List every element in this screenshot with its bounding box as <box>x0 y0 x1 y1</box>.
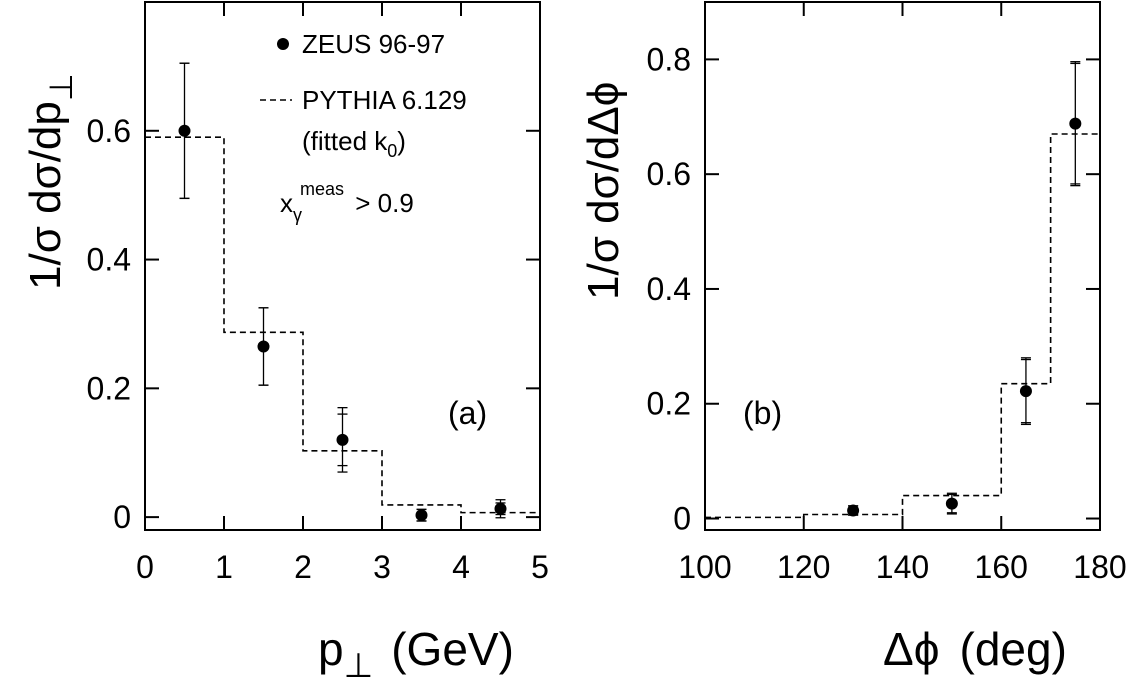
cut-x: x <box>280 188 293 218</box>
panel-a-ytick-label: 0.4 <box>87 242 131 278</box>
panel-a-xtick-label: 1 <box>215 549 233 585</box>
cut-annotation: xγ meas > 0.9 <box>280 179 414 225</box>
panel-a-xlabel-sub: ⊥ <box>344 647 374 677</box>
panel-a-data-point <box>336 433 349 446</box>
panel-a-ytick-label: 0.6 <box>87 113 131 149</box>
panel-a-ytick-label: 0.2 <box>87 370 131 406</box>
panel-b: 100 120 140 160 180 0 0.2 0.4 0.6 0.8 <box>647 2 1127 585</box>
cut-sup: meas <box>300 179 344 199</box>
panel-b-xlabel: Δϕ (deg) <box>883 623 1067 675</box>
panel-b-ytick-label: 0.2 <box>647 386 691 422</box>
panel-b-ytick-label: 0.6 <box>647 156 691 192</box>
legend-label-zeus: ZEUS 96-97 <box>302 29 445 59</box>
panel-a-xtick-label: 5 <box>531 549 549 585</box>
panel-b-data-point <box>945 497 958 510</box>
panel-a-xtick-label: 3 <box>373 549 391 585</box>
panel-b-pythia-step <box>705 133 1100 519</box>
cut-value: > 0.9 <box>348 188 414 218</box>
panel-b-data-point <box>847 504 860 517</box>
panel-a-ylabel-main: 1/σ dσ/dp <box>21 101 70 290</box>
panel-b-xlabel-unit: (deg) <box>960 623 1067 675</box>
panel-b-frame <box>704 1 1101 531</box>
panel-a-data-point <box>494 502 507 515</box>
panel-b-data-point <box>1069 117 1082 130</box>
legend-note-end: ) <box>397 126 406 156</box>
panel-a-xlabel-main: p <box>318 623 344 675</box>
panel-a-data-point <box>415 509 428 522</box>
panel-b-data-point <box>1019 385 1032 398</box>
panel-b-ytick-label: 0 <box>673 501 691 537</box>
legend: ZEUS 96-97 PYTHIA 6.129 (fitted k0) xγ me… <box>260 29 467 225</box>
panel-a-frame <box>144 1 541 531</box>
panel-a-ylabel: 1/σ dσ/dp⊥ <box>21 73 79 290</box>
legend-note-text: (fitted k <box>302 126 388 156</box>
panel-a-data-point <box>178 124 191 137</box>
legend-note-sub: 0 <box>387 141 397 161</box>
panel-b-xtick-label: 120 <box>777 549 830 585</box>
panel-b-ytick-label: 0.8 <box>647 41 691 77</box>
panel-b-ytick-label: 0.4 <box>647 271 691 307</box>
panel-a-xlabel-unit: (GeV) <box>391 623 514 675</box>
panel-b-label: (b) <box>743 395 782 431</box>
panel-b-xtick-label: 160 <box>975 549 1028 585</box>
cut-sub: γ <box>293 205 302 225</box>
panel-a-ylabel-sub: ⊥ <box>43 73 79 101</box>
panel-b-ylabel: 1/σ dσ/dΔϕ <box>579 82 628 300</box>
legend-note: (fitted k0) <box>302 126 406 161</box>
panel-b-xlabel-main: Δϕ <box>883 623 940 675</box>
panel-a-xtick-label: 2 <box>294 549 312 585</box>
panel-a-ytick-label: 0 <box>113 499 131 535</box>
panel-a-pythia-step <box>145 136 540 514</box>
panel-b-xtick-label: 180 <box>1073 549 1126 585</box>
panel-a-data-point <box>257 340 270 353</box>
legend-marker-zeus <box>277 38 289 50</box>
panel-a-label: (a) <box>448 395 487 431</box>
panel-a-xlabel: p⊥ (GeV) <box>318 623 514 677</box>
legend-label-pythia: PYTHIA 6.129 <box>302 85 467 115</box>
panel-a-xtick-label: 0 <box>136 549 154 585</box>
panel-a-xtick-label: 4 <box>452 549 470 585</box>
panel-b-xtick-label: 100 <box>678 549 731 585</box>
panel-a: 0 1 2 3 4 5 0 0.2 0.4 0.6 <box>87 2 549 585</box>
panel-b-xtick-label: 140 <box>876 549 929 585</box>
